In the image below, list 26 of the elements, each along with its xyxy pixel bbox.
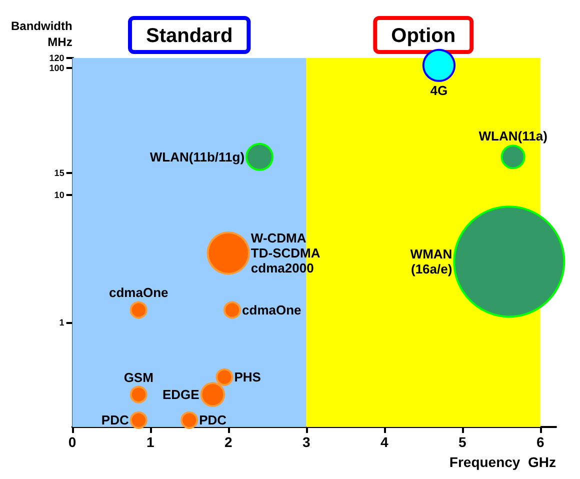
y-tick-label: 10: [54, 190, 64, 200]
x-tick-label: 5: [458, 434, 466, 450]
series-label: cdmaOne: [109, 285, 168, 300]
series-label: PDC: [199, 412, 228, 428]
band-label: Option: [391, 25, 456, 47]
series-label: PDC: [101, 412, 130, 428]
y-tick-label: 100: [49, 63, 64, 74]
series-label: cdmaOne: [242, 302, 302, 318]
x-tick-label: 2: [224, 434, 232, 450]
series-label: WLAN(11b/11g): [150, 149, 245, 164]
x-tick-label: 6: [536, 434, 544, 450]
y-tick-label: 1: [59, 317, 64, 328]
band-label: Standard: [146, 25, 233, 47]
series-label: EDGE: [162, 387, 200, 402]
x-tick-label: 0: [68, 434, 76, 450]
y-axis-title: Bandwidth MHz: [10, 19, 72, 49]
series-label: WMAN (16a/e): [410, 246, 452, 277]
series-label: GSM: [124, 370, 154, 385]
y-tick-label: 15: [54, 168, 64, 178]
x-tick-label: 1: [146, 434, 154, 450]
x-axis-title: Frequency GHz: [449, 454, 556, 470]
x-tick-label: 3: [302, 434, 310, 450]
series-label: PHS: [234, 370, 262, 385]
series-label: 4G: [430, 82, 448, 98]
y-tick-label: 120: [49, 53, 64, 63]
x-tick-label: 4: [380, 434, 388, 450]
